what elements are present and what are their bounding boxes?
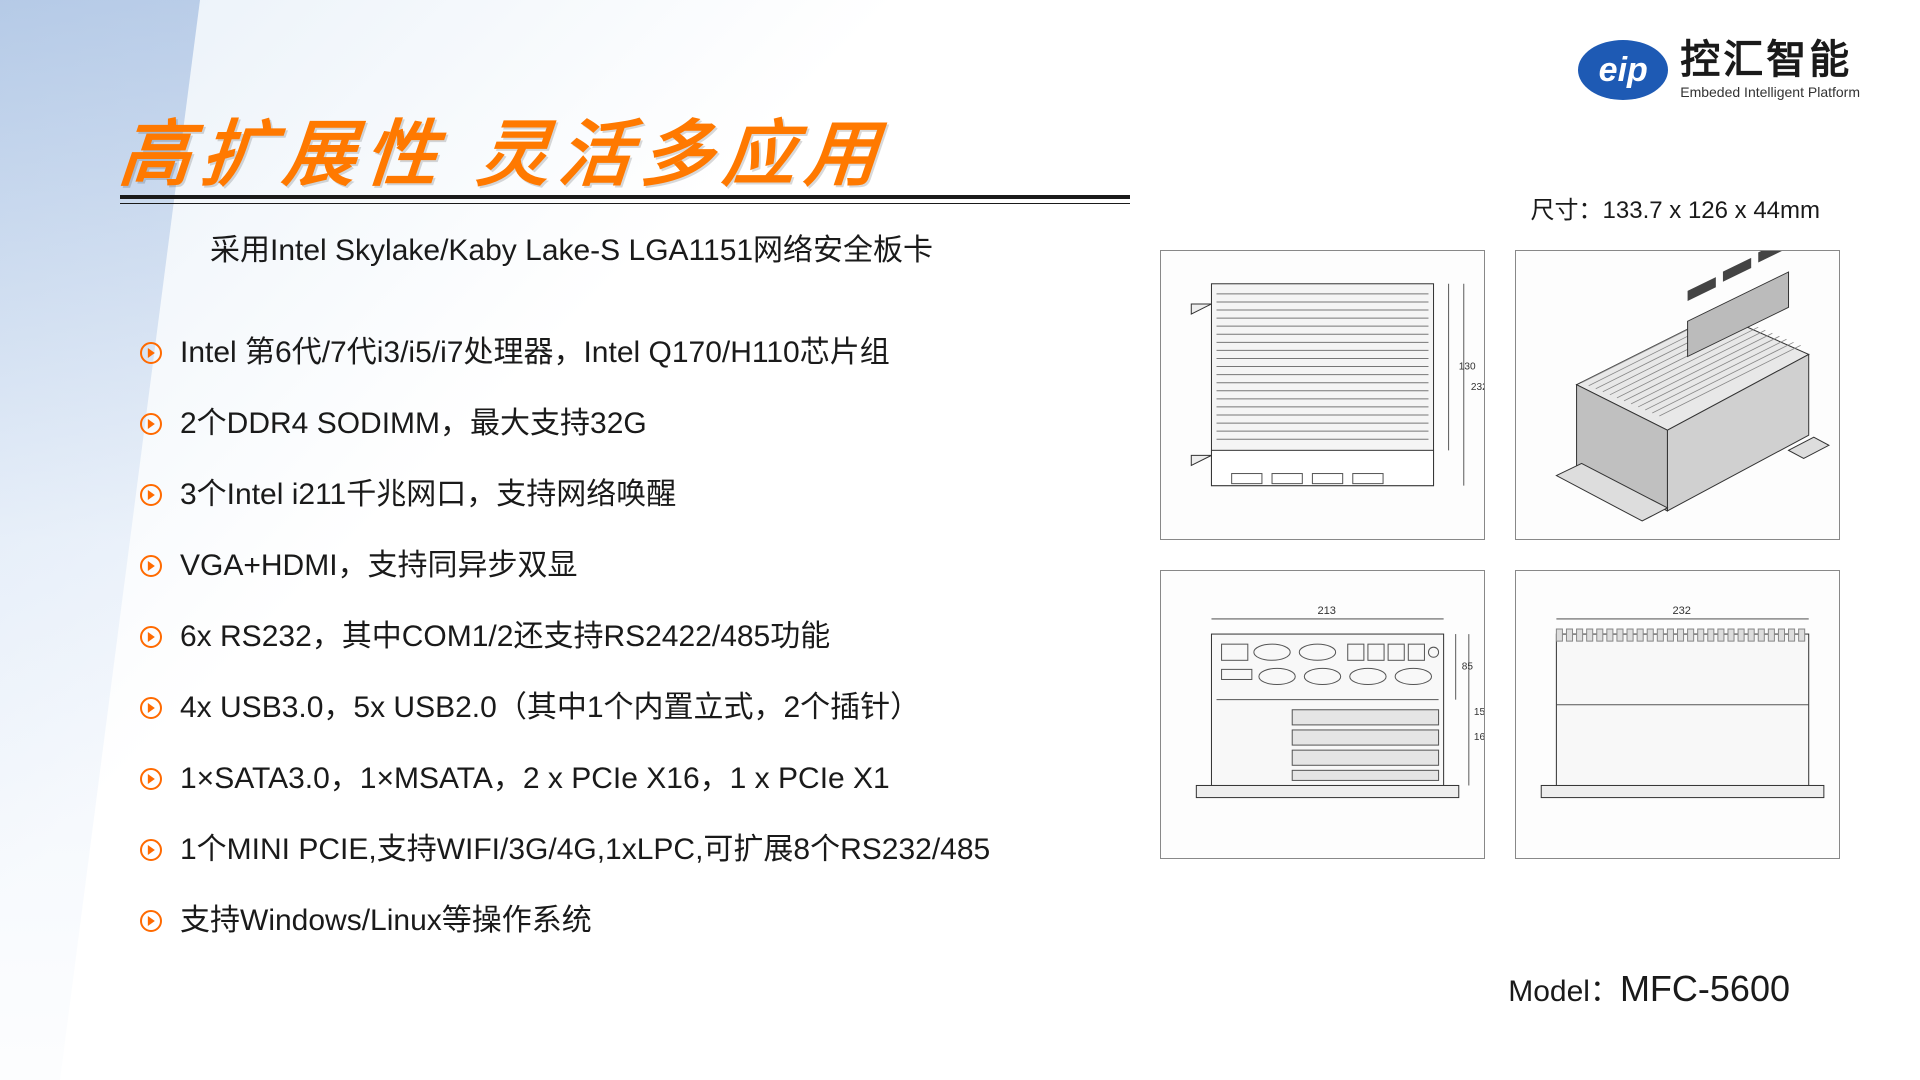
feature-item: 2个DDR4 SODIMM，最大支持32G xyxy=(140,401,1060,446)
model-label: Model： xyxy=(1508,975,1620,1008)
feature-item: 3个Intel i211千兆网口，支持网络唤醒 xyxy=(140,472,1060,517)
bullet-icon xyxy=(140,768,162,790)
logo-company-en: Embeded Intelligent Platform xyxy=(1680,84,1860,100)
feature-text: 支持Windows/Linux等操作系统 xyxy=(180,898,592,943)
feature-text: 1个MINI PCIE,支持WIFI/3G/4G,1xLPC,可扩展8个RS23… xyxy=(180,827,990,872)
dimensions-label: 尺寸：133.7 x 126 x 44mm xyxy=(1531,190,1820,225)
svg-text:232: 232 xyxy=(1672,605,1691,617)
diagram-side-view: 232 xyxy=(1515,570,1840,860)
feature-text: VGA+HDMI，支持同异步双显 xyxy=(180,543,578,588)
bullet-icon xyxy=(140,555,162,577)
feature-item: Intel 第6代/7代i3/i5/i7处理器，Intel Q170/H110芯… xyxy=(140,330,1060,375)
diagram-top-view: 130 232 xyxy=(1160,250,1485,540)
diagram-front-view: 213 85 154 160 xyxy=(1160,570,1485,860)
bullet-icon xyxy=(140,697,162,719)
feature-text: Intel 第6代/7代i3/i5/i7处理器，Intel Q170/H110芯… xyxy=(180,330,890,375)
feature-item: VGA+HDMI，支持同异步双显 xyxy=(140,543,1060,588)
feature-item: 支持Windows/Linux等操作系统 xyxy=(140,898,1060,943)
svg-text:130: 130 xyxy=(1459,362,1476,373)
bullet-icon xyxy=(140,839,162,861)
svg-text:232: 232 xyxy=(1471,382,1484,393)
feature-item: 1个MINI PCIE,支持WIFI/3G/4G,1xLPC,可扩展8个RS23… xyxy=(140,827,1060,872)
product-diagrams: 130 232 xyxy=(1160,250,1840,830)
bullet-icon xyxy=(140,484,162,506)
model-value: MFC-5600 xyxy=(1620,968,1790,1009)
feature-text: 3个Intel i211千兆网口，支持网络唤醒 xyxy=(180,472,676,517)
title-underline xyxy=(120,195,1130,199)
logo-company-cn: 控汇智能 xyxy=(1680,40,1860,80)
svg-text:160: 160 xyxy=(1474,732,1484,743)
diagram-iso-view xyxy=(1515,250,1840,540)
company-logo: eip 控汇智能 Embeded Intelligent Platform xyxy=(1578,40,1860,100)
svg-text:154: 154 xyxy=(1474,706,1484,717)
model-number: Model：MFC-5600 xyxy=(1508,966,1790,1010)
feature-text: 6x RS232，其中COM1/2还支持RS2422/485功能 xyxy=(180,614,830,659)
bullet-icon xyxy=(140,910,162,932)
feature-list: Intel 第6代/7代i3/i5/i7处理器，Intel Q170/H110芯… xyxy=(140,330,1060,969)
feature-item: 6x RS232，其中COM1/2还支持RS2422/485功能 xyxy=(140,614,1060,659)
logo-icon: eip xyxy=(1578,40,1668,100)
feature-item: 4x USB3.0，5x USB2.0（其中1个内置立式，2个插针） xyxy=(140,685,1060,730)
bullet-icon xyxy=(140,413,162,435)
subtitle: 采用Intel Skylake/Kaby Lake-S LGA1151网络安全板… xyxy=(210,225,933,269)
svg-text:85: 85 xyxy=(1462,661,1474,672)
feature-text: 4x USB3.0，5x USB2.0（其中1个内置立式，2个插针） xyxy=(180,685,920,730)
bullet-icon xyxy=(140,342,162,364)
bullet-icon xyxy=(140,626,162,648)
logo-text-block: 控汇智能 Embeded Intelligent Platform xyxy=(1680,40,1860,100)
feature-text: 2个DDR4 SODIMM，最大支持32G xyxy=(180,401,647,446)
page-title: 高扩展性 灵活多应用 xyxy=(115,95,892,200)
feature-item: 1×SATA3.0，1×MSATA，2 x PCIe X16，1 x PCIe … xyxy=(140,756,1060,801)
feature-text: 1×SATA3.0，1×MSATA，2 x PCIe X16，1 x PCIe … xyxy=(180,756,890,801)
svg-text:213: 213 xyxy=(1317,605,1336,617)
